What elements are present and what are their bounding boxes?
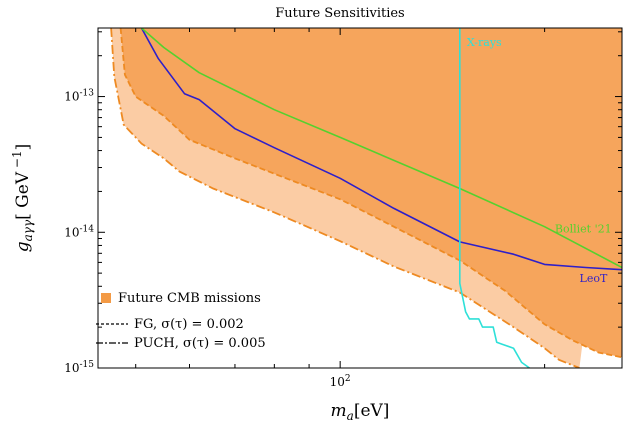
region-fg	[120, 28, 622, 358]
y-axis-label: gaγγ[ GeV −1]	[10, 144, 35, 253]
curve-label-1: Bolliet '21	[555, 222, 612, 235]
y-tick-label-0: 10-13	[64, 89, 94, 104]
y-tick-label-1: 10-14	[64, 224, 94, 239]
curve-label-2: LeoT	[580, 272, 608, 285]
legend-swatch-region	[101, 293, 111, 303]
legend: Future CMB missions FG, σ(τ) = 0.002 PUCH,…	[96, 291, 266, 351]
region-boundary-puch	[110, 28, 580, 368]
plot-frame	[97, 27, 623, 369]
legend-label-dashdot: PUCH, σ(τ) = 0.005	[134, 336, 266, 351]
x-axis-label: ma[eV]	[331, 401, 390, 423]
region-boundary-fg	[119, 28, 622, 359]
y-tick-label-2: 10-15	[64, 360, 94, 375]
series-line-bolliet-21	[140, 28, 622, 269]
axes: 10-13 10-14 10-15 102	[64, 27, 623, 389]
series-line-leot	[140, 28, 622, 271]
legend-label-region: Future CMB missions	[118, 291, 261, 306]
plot-clip-group: X-rays Bolliet '21 LeoT	[110, 28, 622, 368]
axis-labels: ma[eV] gaγγ[ GeV −1]	[10, 144, 389, 423]
series-line-x-rays	[458, 28, 530, 368]
chart-title: Future Sensitivities	[275, 6, 404, 21]
legend-label-dashed: FG, σ(τ) = 0.002	[134, 317, 244, 332]
plot-area: X-rays Bolliet '21 LeoT	[110, 28, 622, 368]
x-tick-label-0: 102	[330, 374, 351, 389]
curve-label-0: X-rays	[467, 36, 502, 49]
